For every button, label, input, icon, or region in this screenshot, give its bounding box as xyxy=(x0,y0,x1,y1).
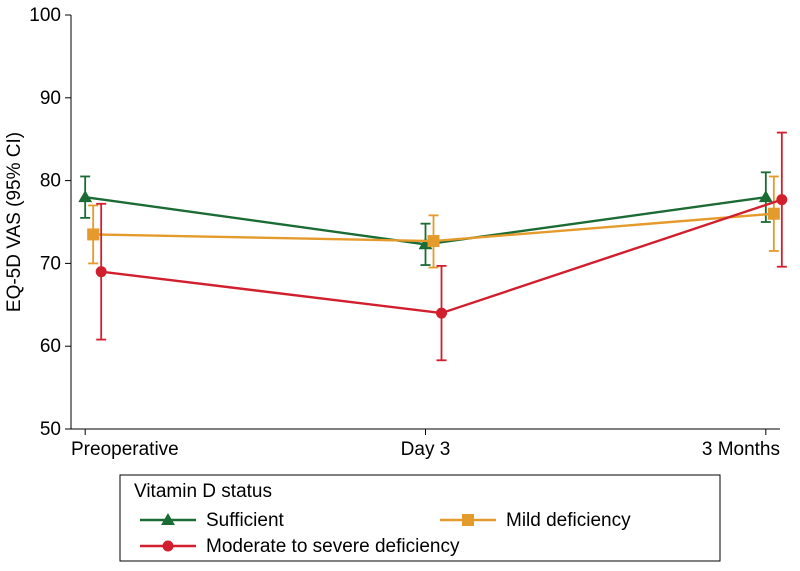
x-tick-label: 3 Months xyxy=(702,439,780,460)
legend-item: Mild deficiency xyxy=(440,510,631,531)
data-marker xyxy=(777,195,787,205)
data-marker xyxy=(88,229,99,240)
legend-title: Vitamin D status xyxy=(134,481,272,502)
data-marker xyxy=(437,308,447,318)
legend-item: Sufficient xyxy=(140,510,285,531)
data-marker xyxy=(768,208,779,219)
y-tick-label: 50 xyxy=(40,419,61,440)
legend-label: Sufficient xyxy=(206,510,285,531)
series-1 xyxy=(88,176,780,267)
y-axis-title: EQ-5D VAS (95% CI) xyxy=(4,132,25,312)
y-tick-label: 90 xyxy=(40,88,61,109)
series-2 xyxy=(96,133,787,361)
x-tick-label: Day 3 xyxy=(401,439,451,460)
y-tick-label: 80 xyxy=(40,171,61,192)
series-0 xyxy=(79,172,772,265)
y-tick-label: 60 xyxy=(40,336,61,357)
y-tick-label: 100 xyxy=(29,5,61,26)
data-marker xyxy=(79,191,91,201)
y-tick-label: 70 xyxy=(40,253,61,274)
legend-label: Moderate to severe deficiency xyxy=(206,536,460,557)
data-marker xyxy=(428,236,439,247)
x-tick-label: Preoperative xyxy=(71,439,179,460)
data-marker xyxy=(760,191,772,201)
data-marker xyxy=(96,267,106,277)
chart-svg: 50 60 70 80 90 100 EQ-5D VAS (95% CI) Preoperat… xyxy=(0,0,800,571)
chart-container: 50 60 70 80 90 100 EQ-5D VAS (95% CI) Preoperat… xyxy=(0,0,800,571)
legend-label: Mild deficiency xyxy=(506,510,631,531)
legend-item: Moderate to severe deficiency xyxy=(140,536,460,557)
